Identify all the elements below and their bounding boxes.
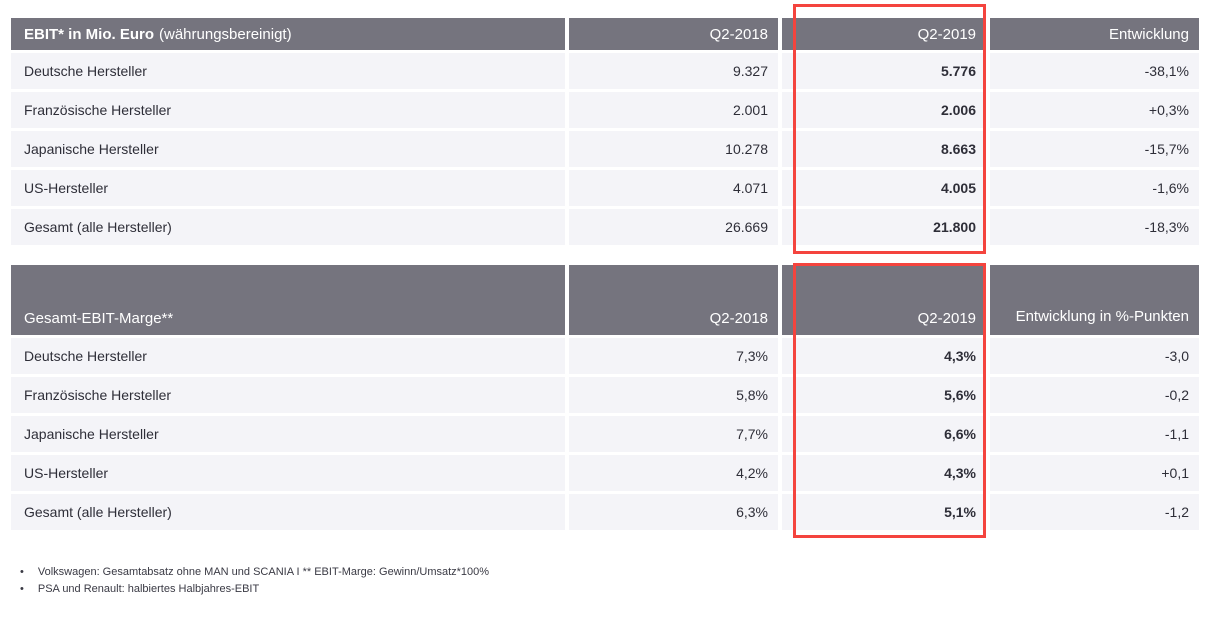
value-q2-2018: 4,2% — [569, 455, 778, 491]
value-q2-2019: 5,1% — [782, 494, 986, 530]
table-row: Deutsche Hersteller 7,3% 4,3% -3,0 — [11, 338, 1199, 374]
column-header-q2-2018: Q2-2018 — [569, 265, 778, 335]
ebit-table-header-row: EBIT* in Mio. Euro (währungsbereinigt) Q… — [11, 18, 1199, 50]
value-entwicklung: -3,0 — [990, 338, 1199, 374]
value-q2-2018: 7,7% — [569, 416, 778, 452]
column-header-q2-2019: Q2-2019 — [782, 18, 986, 50]
table-row: Gesamt (alle Hersteller) 26.669 21.800 -… — [11, 209, 1199, 245]
value-q2-2018: 26.669 — [569, 209, 778, 245]
bullet-icon: • — [20, 583, 24, 595]
row-label: Deutsche Hersteller — [11, 338, 565, 374]
row-label: Gesamt (alle Hersteller) — [11, 494, 565, 530]
ebit-marge-table-header-row: Gesamt-EBIT-Marge** Q2-2018 Q2-2019 Entw… — [11, 265, 1199, 335]
value-entwicklung: -1,2 — [990, 494, 1199, 530]
column-header-entwicklung-punkte: Entwicklung in %-Punkten — [990, 265, 1199, 335]
value-entwicklung: -38,1% — [990, 53, 1199, 89]
table-row: Französische Hersteller 5,8% 5,6% -0,2 — [11, 377, 1199, 413]
value-entwicklung: -0,2 — [990, 377, 1199, 413]
value-q2-2019: 4,3% — [782, 338, 986, 374]
column-header-q2-2019: Q2-2019 — [782, 265, 986, 335]
table-row: US-Hersteller 4,2% 4,3% +0,1 — [11, 455, 1199, 491]
value-q2-2018: 2.001 — [569, 92, 778, 128]
ebit-table-title-note: (währungsbereinigt) — [159, 25, 292, 43]
value-entwicklung: +0,1 — [990, 455, 1199, 491]
ebit-table-title: EBIT* in Mio. Euro (währungsbereinigt) — [11, 18, 565, 50]
table-row: Französische Hersteller 2.001 2.006 +0,3… — [11, 92, 1199, 128]
footnote-line: • PSA und Renault: halbiertes Halbjahres… — [20, 583, 489, 595]
column-header-entwicklung: Entwicklung — [990, 18, 1199, 50]
ebit-marge-table-title: Gesamt-EBIT-Marge** — [11, 265, 565, 335]
value-q2-2019: 4.005 — [782, 170, 986, 206]
value-entwicklung: -1,1 — [990, 416, 1199, 452]
value-q2-2018: 5,8% — [569, 377, 778, 413]
table-row: US-Hersteller 4.071 4.005 -1,6% — [11, 170, 1199, 206]
value-q2-2018: 7,3% — [569, 338, 778, 374]
value-q2-2019: 2.006 — [782, 92, 986, 128]
row-label: Französische Hersteller — [11, 377, 565, 413]
value-q2-2018: 6,3% — [569, 494, 778, 530]
footnote-text: PSA und Renault: halbiertes Halbjahres-E… — [37, 583, 260, 595]
footnote-line: • Volkswagen: Gesamtabsatz ohne MAN und … — [20, 566, 489, 578]
row-label: US-Hersteller — [11, 455, 565, 491]
table-row: Gesamt (alle Hersteller) 6,3% 5,1% -1,2 — [11, 494, 1199, 530]
value-q2-2019: 5,6% — [782, 377, 986, 413]
value-q2-2019: 5.776 — [782, 53, 986, 89]
row-label: Japanische Hersteller — [11, 131, 565, 167]
value-entwicklung: -18,3% — [990, 209, 1199, 245]
row-label: Deutsche Hersteller — [11, 53, 565, 89]
row-label: Französische Hersteller — [11, 92, 565, 128]
value-q2-2018: 9.327 — [569, 53, 778, 89]
value-q2-2019: 4,3% — [782, 455, 986, 491]
value-q2-2018: 10.278 — [569, 131, 778, 167]
value-entwicklung: +0,3% — [990, 92, 1199, 128]
ebit-table: EBIT* in Mio. Euro (währungsbereinigt) Q… — [11, 18, 1199, 245]
table-row: Japanische Hersteller 10.278 8.663 -15,7… — [11, 131, 1199, 167]
value-q2-2019: 6,6% — [782, 416, 986, 452]
value-q2-2019: 8.663 — [782, 131, 986, 167]
row-label: Gesamt (alle Hersteller) — [11, 209, 565, 245]
row-label: US-Hersteller — [11, 170, 565, 206]
ebit-marge-table: Gesamt-EBIT-Marge** Q2-2018 Q2-2019 Entw… — [11, 265, 1199, 530]
bullet-icon: • — [20, 566, 24, 578]
footnotes: • Volkswagen: Gesamtabsatz ohne MAN und … — [20, 566, 489, 600]
table-row: Japanische Hersteller 7,7% 6,6% -1,1 — [11, 416, 1199, 452]
value-q2-2019: 21.800 — [782, 209, 986, 245]
value-entwicklung: -15,7% — [990, 131, 1199, 167]
table-row: Deutsche Hersteller 9.327 5.776 -38,1% — [11, 53, 1199, 89]
row-label: Japanische Hersteller — [11, 416, 565, 452]
value-entwicklung: -1,6% — [990, 170, 1199, 206]
value-q2-2018: 4.071 — [569, 170, 778, 206]
tables-area: EBIT* in Mio. Euro (währungsbereinigt) Q… — [11, 18, 1199, 530]
column-header-q2-2018: Q2-2018 — [569, 18, 778, 50]
footnote-text: Volkswagen: Gesamtabsatz ohne MAN und SC… — [37, 566, 490, 578]
ebit-table-title-main: EBIT* in Mio. Euro — [24, 25, 154, 43]
